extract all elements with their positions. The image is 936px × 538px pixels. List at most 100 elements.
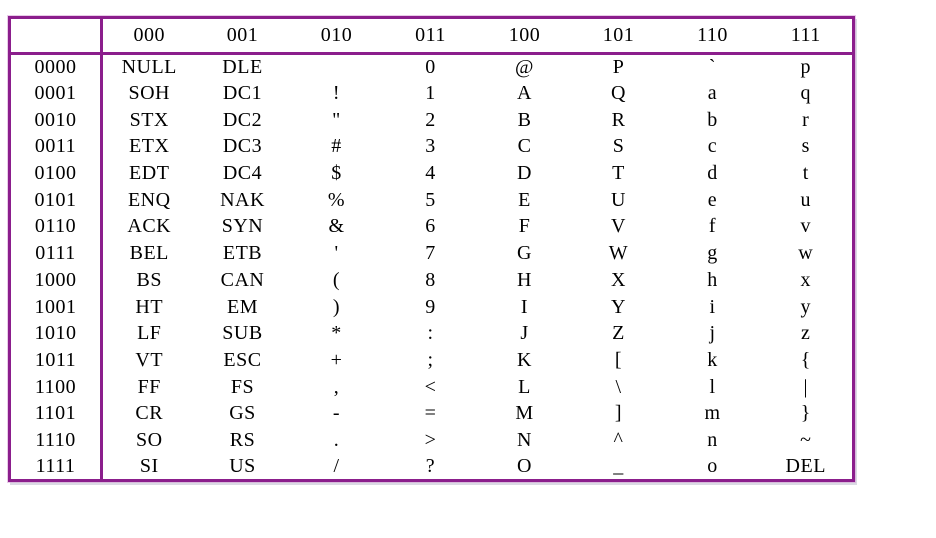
data-cell: r: [802, 108, 810, 131]
column-header-cell: 010: [289, 17, 384, 55]
data-cell: 8: [425, 268, 436, 291]
data-cell: DLE: [222, 56, 263, 79]
data-cell: K: [517, 348, 532, 371]
data-cell: NAK: [220, 188, 265, 211]
data-cell: GS: [229, 402, 256, 425]
column-header-cell: 101: [571, 17, 666, 55]
data-cell: l: [709, 375, 716, 398]
data-cell: U: [611, 188, 626, 211]
row-header-cell: 0110: [9, 213, 103, 241]
data-cell: ETX: [129, 135, 170, 158]
data-cell: HT: [135, 295, 164, 318]
header-row: 000 001 010 011 100 101 110 111: [9, 17, 854, 55]
row-header-cell: 1101: [9, 400, 103, 428]
data-cell: <: [424, 375, 437, 398]
data-cell: /: [333, 454, 340, 477]
data-cell: ^: [613, 428, 624, 451]
data-cell: u: [800, 188, 811, 211]
table-row: 1101 CR GS - = M] m}: [9, 400, 854, 428]
row-header-cell: 0111: [9, 240, 103, 267]
row-header-cell: 1100: [9, 373, 103, 401]
data-cell: O: [517, 454, 532, 477]
data-cell: d: [707, 162, 718, 185]
data-cell: STX: [129, 108, 169, 131]
data-cell: CR: [135, 402, 164, 425]
data-cell: ": [332, 108, 341, 131]
table-row: 1100 FF FS, < L \ l |: [9, 373, 854, 401]
data-cell: DC3: [222, 135, 263, 158]
data-cell: ENQ: [127, 188, 171, 211]
data-cell: SO: [135, 428, 163, 451]
data-cell: &: [328, 215, 345, 238]
data-cell: W: [608, 242, 629, 265]
data-cell: P: [612, 56, 625, 79]
data-cell: #: [331, 135, 342, 158]
data-cell: DC4: [222, 162, 263, 185]
data-cell: J: [520, 322, 529, 345]
data-cell: \: [615, 375, 622, 398]
corner-cell: [9, 17, 103, 55]
row-header-cell: 0000: [9, 53, 103, 81]
data-cell: H: [517, 268, 532, 291]
data-cell: (: [332, 268, 341, 291]
data-cell: DEL: [785, 454, 826, 477]
data-cell: 5: [425, 188, 436, 211]
data-cell: ~: [800, 428, 812, 451]
table-row: 1110 SO RS. > N ^ n ~: [9, 427, 854, 454]
data-cell: }: [800, 402, 811, 425]
data-cell: c: [707, 135, 718, 158]
data-cell: B: [517, 108, 532, 131]
data-cell: h: [707, 268, 718, 291]
data-cell: Q: [611, 82, 626, 105]
data-cell: [290, 54, 384, 81]
data-cell: j: [709, 322, 716, 345]
data-cell: x: [800, 268, 811, 291]
data-cell: e: [707, 188, 718, 211]
data-cell: I: [520, 295, 529, 318]
data-cell: ?: [425, 454, 436, 477]
data-cell: EDT: [129, 162, 170, 185]
row-header-cell: 1110: [9, 427, 103, 454]
data-cell: D: [517, 162, 532, 185]
data-cell: NULL: [121, 56, 177, 79]
data-cell: X: [611, 268, 626, 291]
data-cell: US: [229, 454, 256, 477]
row-header-cell: 1010: [9, 320, 103, 348]
data-cell: |: [803, 375, 808, 398]
data-cell: 2: [425, 108, 436, 131]
data-cell: q: [800, 82, 811, 105]
data-cell: N: [517, 428, 532, 451]
data-cell: ;: [427, 348, 434, 371]
table-header: 000 001 010 011 100 101 110 111: [9, 17, 854, 55]
data-cell: Y: [611, 295, 626, 318]
data-cell: {: [800, 348, 811, 371]
data-cell: o: [707, 454, 718, 477]
data-cell: A: [517, 82, 532, 105]
column-header-cell: 011: [383, 17, 478, 55]
row-header-cell: 0011: [9, 133, 103, 161]
data-cell: 1: [425, 82, 436, 105]
data-cell: 3: [425, 135, 436, 158]
data-cell: R: [611, 108, 626, 131]
data-cell: k: [707, 348, 718, 371]
data-cell: t: [802, 162, 809, 185]
data-cell: *: [331, 322, 342, 345]
column-header-cell: 111: [759, 17, 854, 55]
data-cell: z: [801, 322, 811, 345]
data-cell: ACK: [127, 215, 172, 238]
data-cell: L: [518, 375, 531, 398]
data-cell: s: [801, 135, 810, 158]
column-header-cell: 000: [101, 17, 196, 55]
data-cell: !: [332, 82, 341, 105]
data-cell: G: [517, 242, 532, 265]
data-cell: BS: [136, 268, 162, 291]
data-cell: ETB: [222, 242, 263, 265]
data-cell: a: [707, 82, 718, 105]
data-cell: FS: [230, 375, 255, 398]
